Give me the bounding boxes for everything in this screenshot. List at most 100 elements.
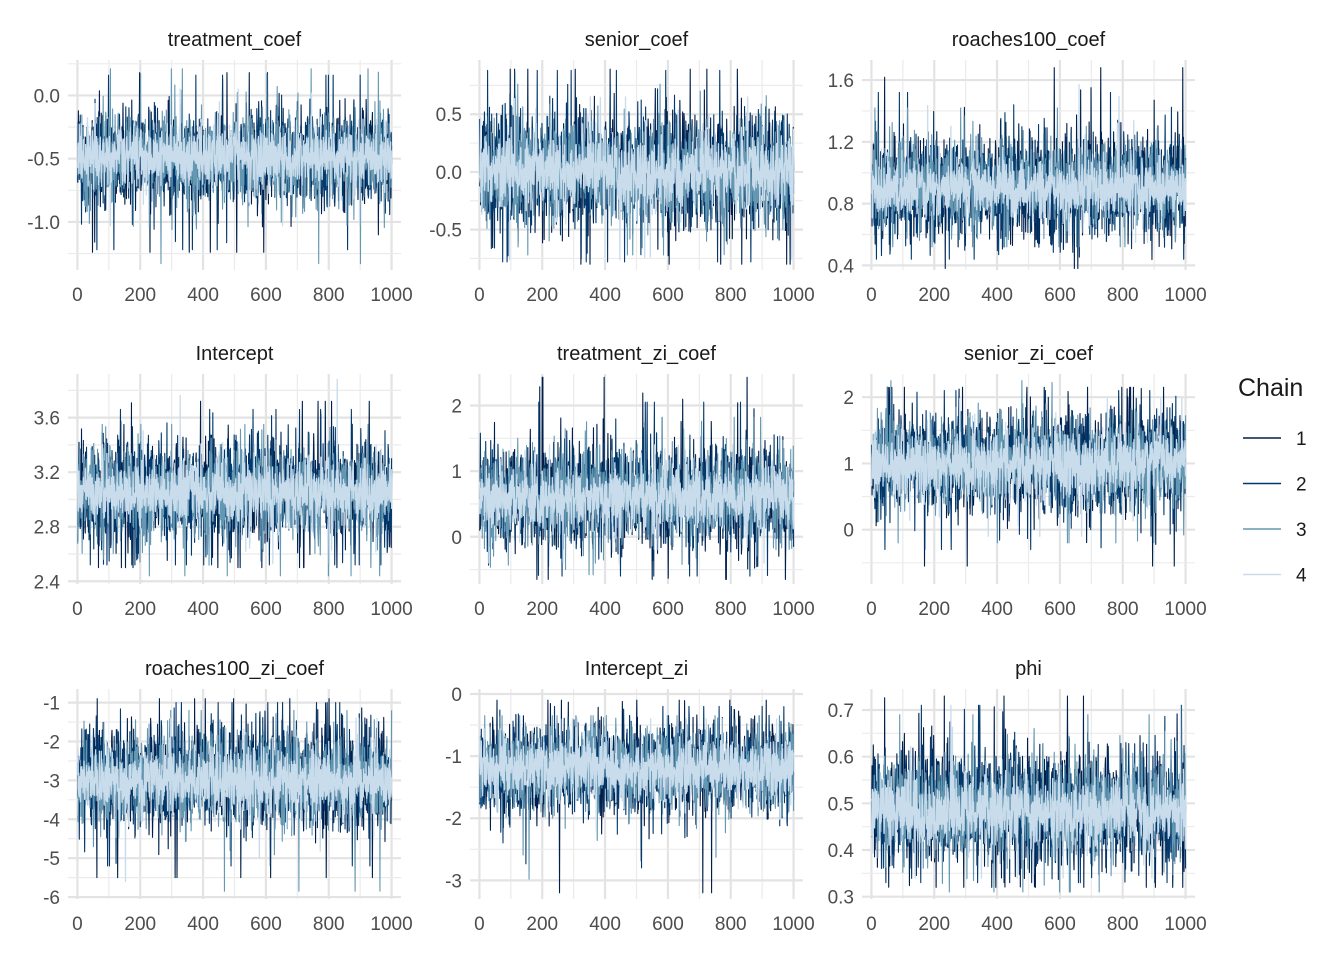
y-tick-label: 0.5	[436, 105, 462, 126]
x-tick-label: 200	[124, 285, 156, 306]
x-tick-label: 200	[526, 914, 558, 935]
x-tick-label: 600	[250, 285, 282, 306]
x-tick-label: 1000	[1164, 285, 1206, 306]
y-tick-label: 0.8	[828, 195, 854, 216]
y-tick-label: 1	[843, 454, 854, 475]
legend-label: 1	[1296, 429, 1307, 450]
x-tick-label: 200	[124, 914, 156, 935]
series-group	[77, 698, 393, 892]
panel-Intercept-zi: Intercept_zi 0 200 400 600 800 1000 0 -1 -2 -3	[445, 658, 815, 935]
x-tick-label: 400	[589, 914, 621, 935]
x-tick-label: 0	[474, 599, 485, 620]
x-tick-label: 800	[715, 285, 747, 306]
y-tick-label: 0	[843, 521, 854, 542]
panel-title: senior_zi_coef	[964, 343, 1093, 365]
y-tick-label: -6	[43, 888, 60, 909]
y-tick-label: 2	[451, 397, 462, 418]
y-tick-label: -1	[43, 694, 60, 715]
y-tick-label: -3	[43, 771, 60, 792]
series-group	[479, 699, 795, 894]
panel-title: roaches100_coef	[952, 29, 1106, 51]
y-tick-label: 1.2	[828, 133, 854, 154]
legend: Chain 1 2 3 4	[1238, 374, 1307, 587]
x-tick-label: 600	[652, 599, 684, 620]
panel-treatment-coef: treatment_coef 0 200 400 600 800 1000 0.0 -0.5 -1…	[27, 29, 412, 306]
series-group	[871, 695, 1187, 893]
series-line-chain-4	[479, 96, 795, 261]
panel-title: roaches100_zi_coef	[145, 658, 324, 680]
x-tick-label: 200	[526, 285, 558, 306]
legend-label: 4	[1296, 566, 1307, 587]
y-tick-label: -2	[43, 733, 60, 754]
legend-entries: 1 2 3 4	[1243, 429, 1307, 587]
x-tick-label: 400	[187, 599, 219, 620]
x-tick-label: 600	[250, 599, 282, 620]
legend-entry-3: 3	[1243, 520, 1307, 541]
series-group	[77, 68, 393, 265]
panel-title: treatment_coef	[168, 29, 302, 51]
x-tick-label: 0	[866, 285, 877, 306]
series-line-chain-4	[77, 717, 393, 883]
panel-treatment-zi-coef: treatment_zi_coef 0 200 400 600 800 1000 2 1 0	[451, 343, 814, 620]
legend-title: Chain	[1238, 374, 1303, 402]
series-group	[77, 378, 393, 577]
x-tick-label: 800	[313, 599, 345, 620]
y-tick-label: 2.4	[34, 572, 61, 593]
series-group	[479, 376, 795, 580]
panel-Intercept: Intercept 0 200 400 600 800 1000 3.6 3.2 2.8 2.4	[34, 343, 413, 620]
y-tick-label: 0.0	[34, 86, 60, 107]
y-tick-label: -2	[445, 809, 462, 830]
x-tick-label: 800	[1107, 914, 1139, 935]
y-tick-label: 0	[451, 685, 462, 706]
panel-title: Intercept	[196, 343, 274, 365]
x-tick-label: 600	[250, 914, 282, 935]
panel-title: phi	[1015, 658, 1042, 680]
y-tick-label: 3.6	[34, 409, 60, 430]
series-group	[871, 67, 1187, 270]
y-tick-label: 0.5	[828, 794, 854, 815]
x-tick-label: 400	[981, 914, 1013, 935]
y-tick-label: 1.6	[828, 71, 854, 92]
series-line-chain-4	[871, 397, 1187, 537]
y-tick-label: 2	[843, 388, 854, 409]
panel-senior-zi-coef: senior_zi_coef 0 200 400 600 800 1000 2 1 0	[843, 343, 1206, 620]
y-tick-label: -4	[43, 810, 60, 831]
x-tick-label: 200	[526, 599, 558, 620]
x-tick-label: 400	[187, 914, 219, 935]
y-tick-label: 0.7	[828, 701, 854, 722]
x-tick-label: 800	[313, 914, 345, 935]
x-tick-label: 600	[1044, 285, 1076, 306]
y-tick-label: 3.2	[34, 463, 60, 484]
legend-label: 2	[1296, 475, 1307, 496]
series-group	[479, 68, 795, 265]
y-tick-label: -0.5	[27, 150, 60, 171]
y-tick-label: 2.8	[34, 518, 60, 539]
legend-entry-2: 2	[1243, 475, 1307, 496]
legend-label: 3	[1296, 520, 1307, 541]
x-tick-label: 600	[652, 285, 684, 306]
series-line-chain-4	[479, 444, 795, 564]
x-tick-label: 0	[474, 285, 485, 306]
x-tick-label: 400	[187, 285, 219, 306]
x-tick-label: 0	[72, 599, 83, 620]
x-tick-label: 0	[866, 914, 877, 935]
panel-title: Intercept_zi	[585, 658, 688, 680]
y-tick-label: -5	[43, 849, 60, 870]
x-tick-label: 600	[652, 914, 684, 935]
legend-entry-1: 1	[1243, 429, 1307, 450]
y-tick-label: 0.6	[828, 748, 854, 769]
y-tick-label: -1.0	[27, 213, 60, 234]
y-tick-label: -3	[445, 871, 462, 892]
x-tick-label: 200	[124, 599, 156, 620]
panel-roaches100-zi-coef: roaches100_zi_coef 0 200 400 600 800 1000 -1 -2 -…	[43, 658, 413, 935]
y-tick-label: 1	[451, 462, 462, 483]
series-line-chain-4	[479, 718, 795, 832]
x-tick-label: 1000	[772, 599, 814, 620]
panel-title: senior_coef	[585, 29, 689, 51]
y-tick-label: 0	[451, 528, 462, 549]
x-tick-label: 600	[1044, 914, 1076, 935]
x-tick-label: 800	[1107, 285, 1139, 306]
y-tick-label: -1	[445, 747, 462, 768]
